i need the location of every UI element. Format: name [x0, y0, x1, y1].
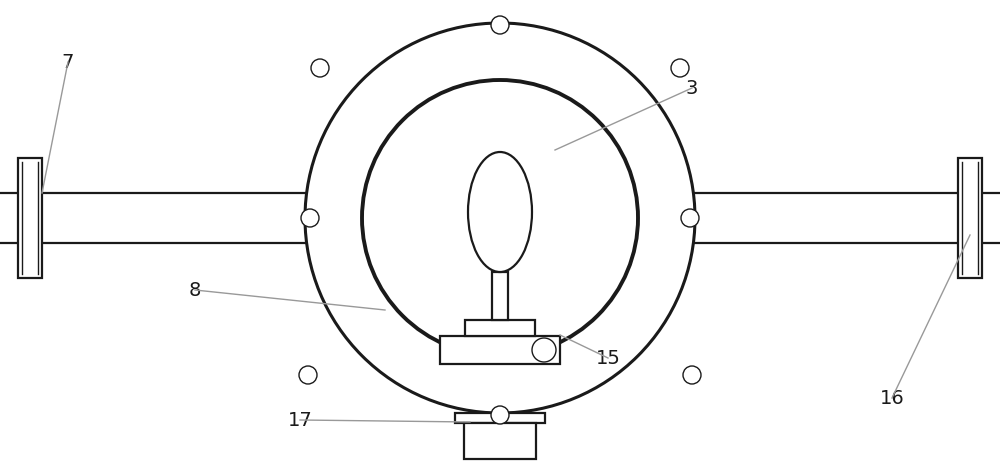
Bar: [18, 158, 42, 278]
Circle shape: [301, 209, 319, 227]
Bar: [464, 423, 536, 459]
Text: 17: 17: [288, 410, 312, 430]
Text: 8: 8: [189, 280, 201, 300]
Bar: [440, 336, 560, 364]
Text: 15: 15: [596, 349, 620, 367]
Circle shape: [491, 406, 509, 424]
Text: 7: 7: [62, 53, 74, 71]
Ellipse shape: [468, 152, 532, 272]
Text: 3: 3: [686, 78, 698, 97]
Circle shape: [671, 59, 689, 77]
Circle shape: [311, 59, 329, 77]
Circle shape: [299, 366, 317, 384]
Circle shape: [681, 209, 699, 227]
Circle shape: [362, 80, 638, 356]
Circle shape: [683, 366, 701, 384]
Circle shape: [491, 16, 509, 34]
Bar: [492, 272, 508, 320]
Bar: [465, 320, 535, 336]
Circle shape: [532, 338, 556, 362]
Bar: [455, 413, 545, 423]
Circle shape: [305, 23, 695, 413]
Bar: [958, 158, 982, 278]
Text: 16: 16: [880, 389, 904, 408]
